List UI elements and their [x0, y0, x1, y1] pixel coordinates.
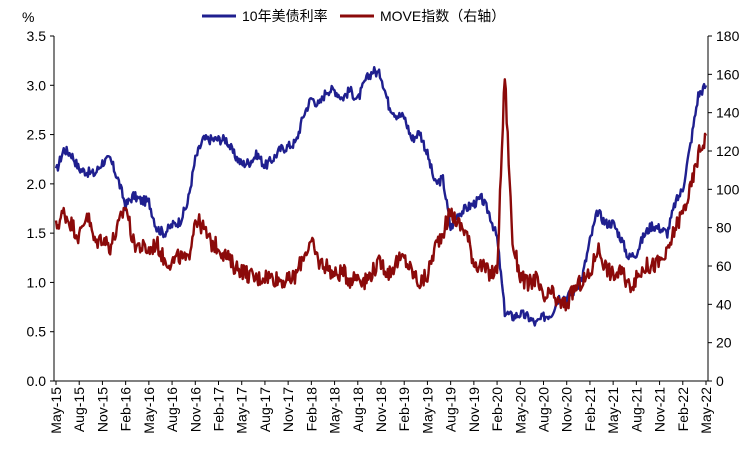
x-tick-label: May-20 [512, 387, 528, 434]
x-tick-label: Aug-19 [443, 387, 459, 432]
x-tick-label: May-19 [419, 387, 435, 434]
x-tick-label: May-16 [141, 387, 157, 434]
y-right-ticks: 0 20 40 60 80 100 120 140 160 180 [708, 28, 740, 389]
series-line-treasury-yield [54, 66, 708, 327]
y-right-tick-label: 0 [716, 373, 724, 389]
x-tick-label: May-18 [327, 387, 343, 434]
x-tick-label: Nov-20 [559, 387, 575, 432]
y-right-tick-label: 160 [716, 66, 740, 82]
y-right-tick-label: 60 [716, 258, 732, 274]
x-tick-label: Nov-15 [94, 387, 110, 432]
x-tick-label: May-21 [605, 387, 621, 434]
y-right-tick-label: 120 [716, 143, 740, 159]
x-tick-label: Feb-19 [396, 387, 412, 432]
x-tick-label: Nov-17 [280, 387, 296, 432]
x-tick-label: May-22 [698, 387, 714, 434]
series-layer [54, 66, 708, 327]
legend-label-treasury: 10年美债利率 [242, 8, 328, 24]
x-tick-label: Aug-15 [71, 387, 87, 432]
y-left-tick-label: 3.0 [27, 77, 47, 93]
legend-label-move: MOVE指数（右轴） [380, 8, 505, 24]
y-left-tick-label: 1.0 [27, 274, 47, 290]
y-left-tick-label: 3.5 [27, 28, 47, 44]
y-left-tick-label: 2.0 [27, 176, 47, 192]
y-right-tick-label: 20 [716, 335, 732, 351]
y-right-tick-label: 100 [716, 181, 740, 197]
x-tick-label: May-17 [234, 387, 250, 434]
x-tick-label: Nov-16 [187, 387, 203, 432]
x-tick-label: Aug-21 [628, 387, 644, 432]
legend: 10年美债利率 MOVE指数（右轴） [202, 8, 505, 24]
x-tick-label: Nov-18 [373, 387, 389, 432]
x-tick-label: May-15 [48, 387, 64, 434]
x-tick-label: Feb-22 [675, 387, 691, 432]
x-tick-label: Feb-21 [582, 387, 598, 432]
y-left-tick-label: 1.5 [27, 225, 47, 241]
y-left-tick-label: 0.5 [27, 324, 47, 340]
y-right-tick-label: 180 [716, 28, 740, 44]
y-left-tick-label: 2.5 [27, 127, 47, 143]
y-left-tick-label: 0.0 [27, 373, 47, 389]
y-right-tick-label: 80 [716, 220, 732, 236]
y-right-tick-label: 140 [716, 105, 740, 121]
x-tick-label: Feb-16 [118, 387, 134, 432]
x-tick-label: Feb-17 [211, 387, 227, 432]
y-left-unit: % [22, 9, 34, 25]
x-tick-label: Aug-16 [164, 387, 180, 432]
x-tick-label: Aug-18 [350, 387, 366, 432]
x-tick-label: Nov-21 [652, 387, 668, 432]
x-tick-label: Feb-18 [303, 387, 319, 432]
x-tick-label: Nov-19 [466, 387, 482, 432]
y-right-tick-label: 40 [716, 296, 732, 312]
y-left-ticks: 0.0 0.5 1.0 1.5 2.0 2.5 3.0 3.5 [27, 28, 54, 389]
series-line-move-index [54, 78, 708, 312]
x-ticks: May-15 Aug-15 Nov-15 Feb-16 May-16 Aug-16 Nov-… [48, 381, 714, 434]
x-tick-label: Aug-20 [536, 387, 552, 432]
x-tick-label: Feb-20 [489, 387, 505, 432]
x-tick-label: Aug-17 [257, 387, 273, 432]
